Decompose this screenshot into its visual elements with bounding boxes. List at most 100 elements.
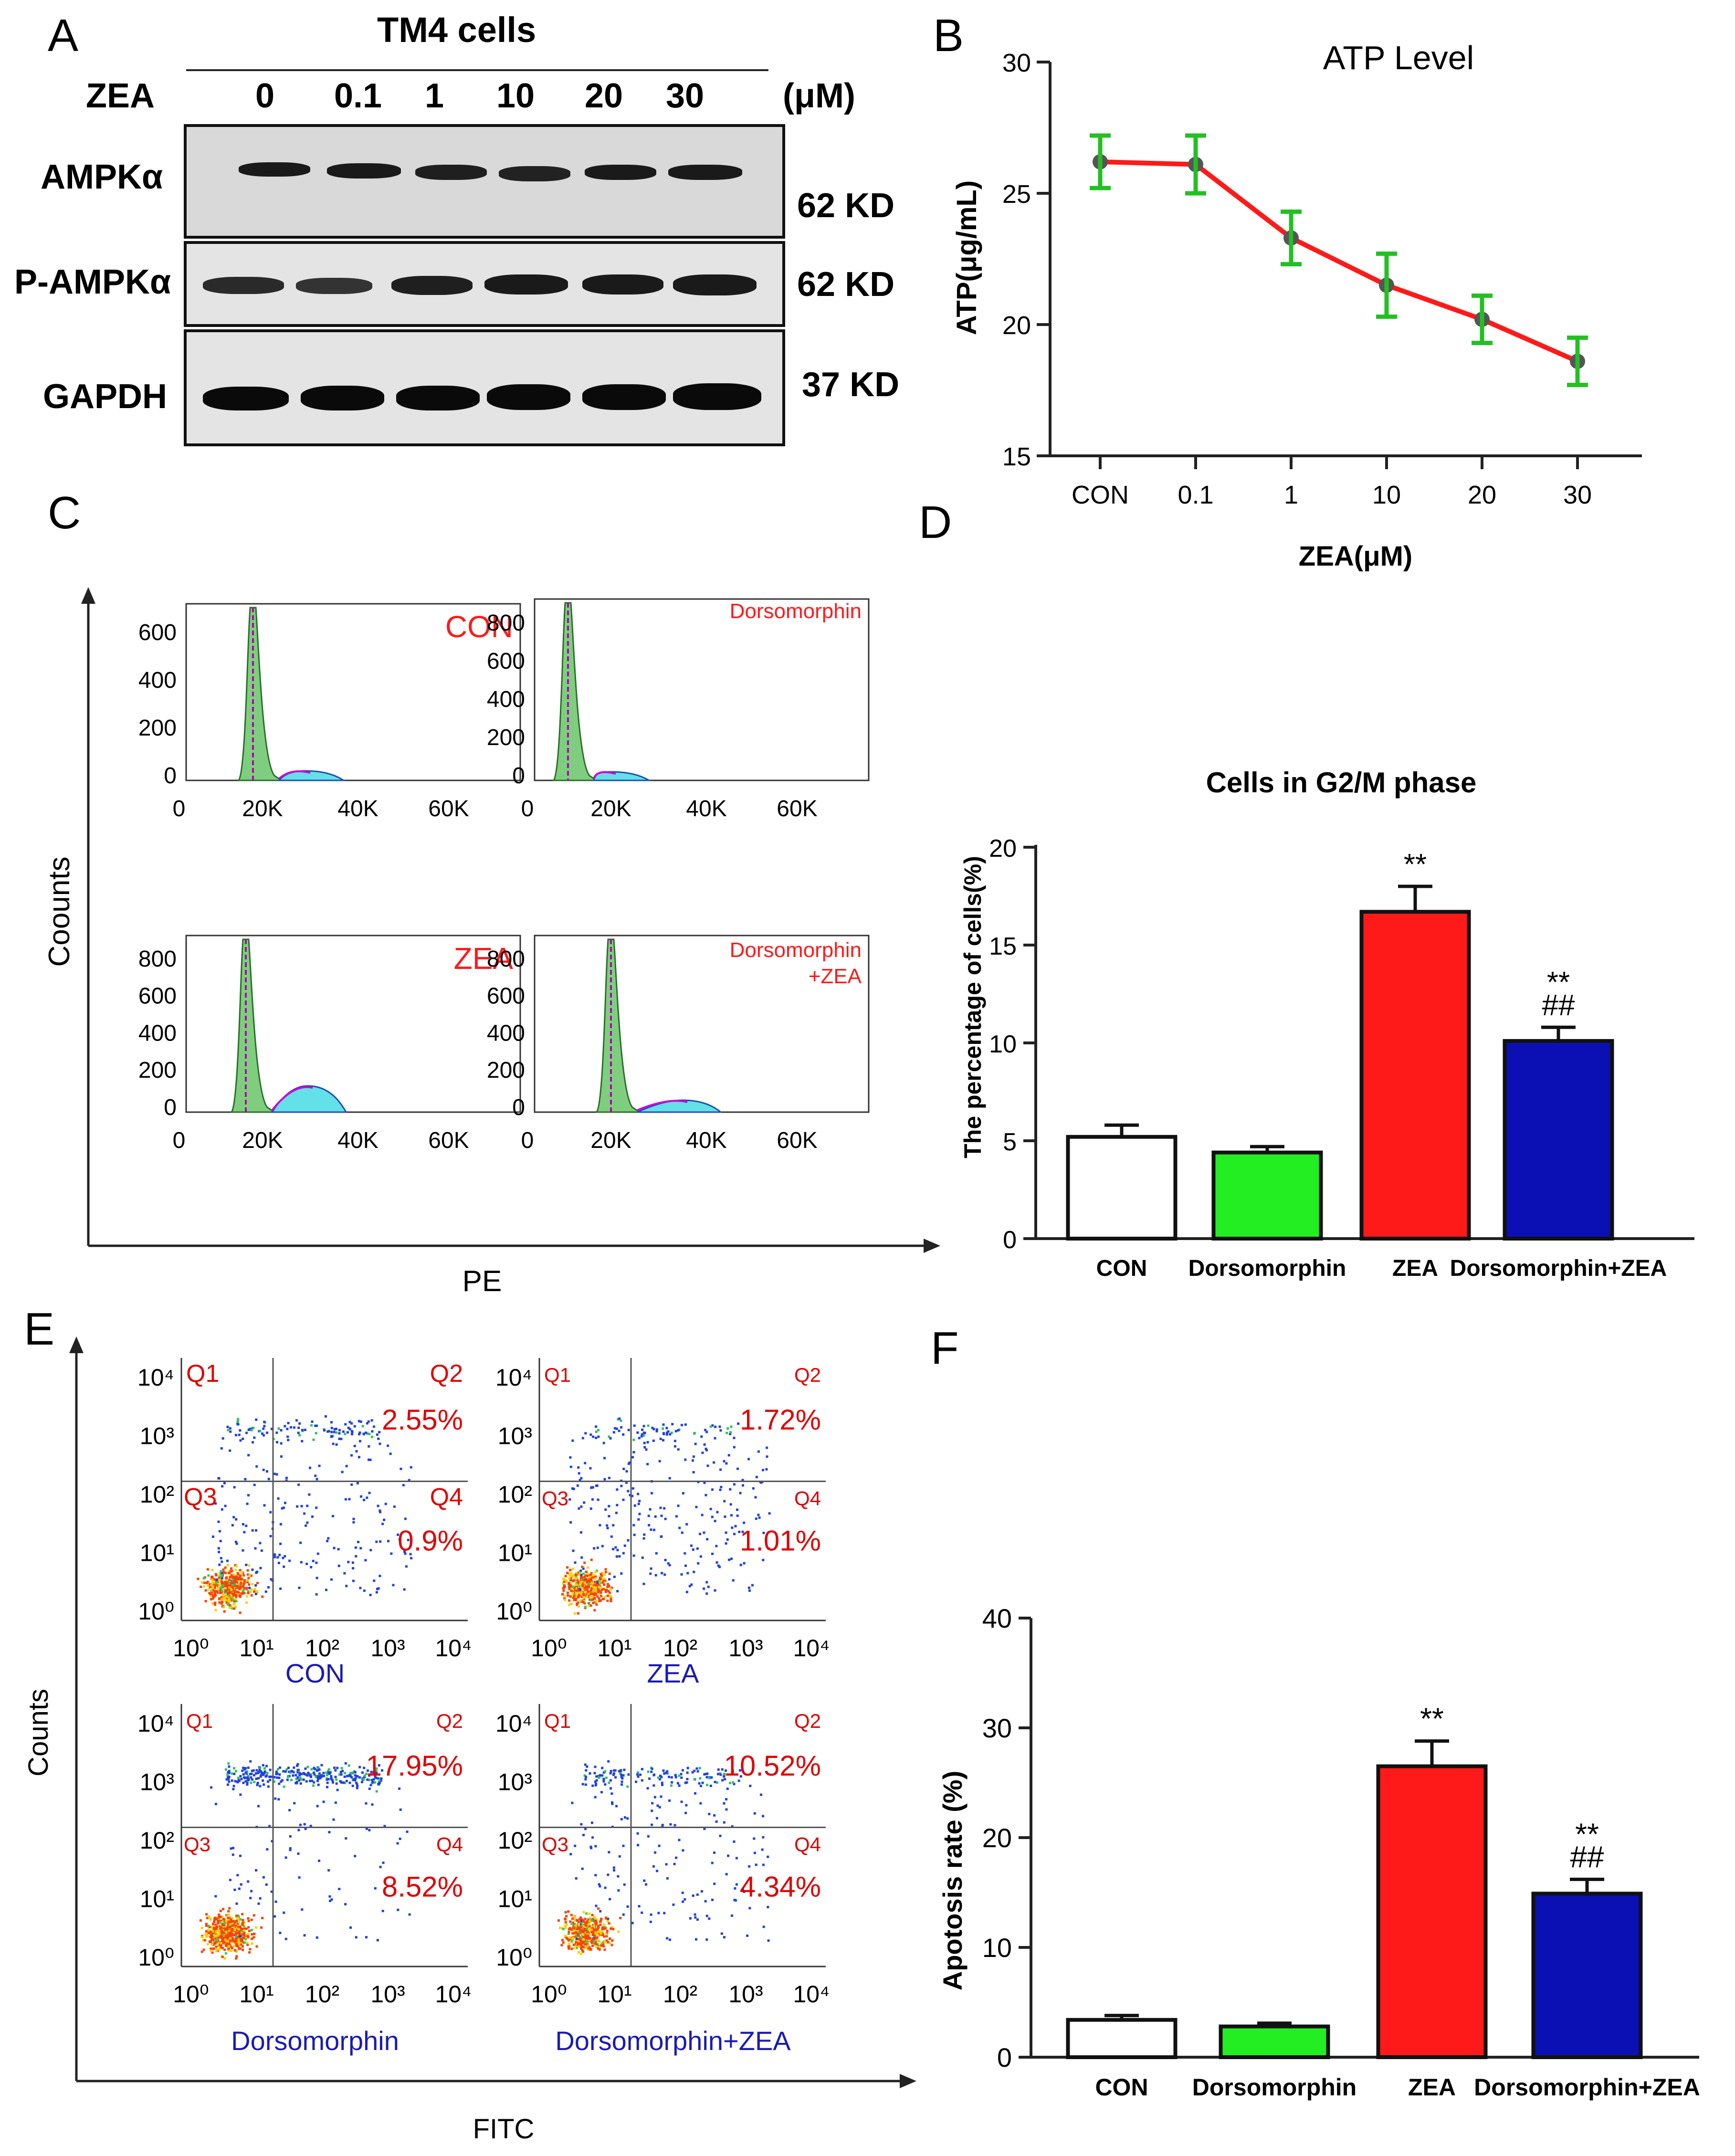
event-dot — [221, 1927, 223, 1930]
event-dot — [234, 1577, 237, 1579]
event-dot — [677, 1504, 680, 1507]
event-dot — [664, 1517, 667, 1520]
event-dot — [349, 1926, 352, 1929]
event-dot — [594, 1570, 597, 1573]
event-dot — [608, 1591, 611, 1594]
event-dot — [602, 1945, 605, 1948]
event-dot — [594, 1874, 597, 1877]
event-dot — [375, 1770, 378, 1773]
band-pampk-2 — [296, 278, 372, 294]
plot-x-tick-label: 10³ — [728, 1981, 763, 2008]
event-dot — [288, 1559, 291, 1562]
event-dot — [275, 1770, 278, 1773]
event-dot — [595, 1591, 598, 1594]
event-dot — [586, 1932, 589, 1935]
event-dot — [244, 1935, 247, 1938]
event-dot — [604, 1886, 607, 1889]
event-dot — [579, 1531, 582, 1534]
event-dot — [568, 1583, 570, 1586]
event-dot — [732, 1781, 735, 1784]
event-dot — [297, 1852, 300, 1855]
event-dot — [579, 1599, 582, 1602]
y-axis-label: ATP(μg/mL) — [951, 180, 982, 335]
event-dot — [714, 1780, 716, 1783]
event-dot — [615, 1805, 618, 1808]
event-dot — [226, 1425, 229, 1428]
event-dot — [659, 1438, 662, 1441]
x-category-label: Dorsomorphin+ZEA — [1474, 2074, 1700, 2101]
event-dot — [240, 1777, 243, 1780]
event-dot — [636, 1771, 639, 1774]
blot-title-rule — [186, 69, 768, 71]
event-dot — [341, 1471, 344, 1473]
event-dot — [220, 1587, 222, 1589]
event-dot — [620, 1420, 622, 1422]
event-dot — [705, 1592, 708, 1595]
event-dot — [595, 1425, 598, 1428]
event-dot — [596, 1581, 599, 1584]
event-dot — [227, 1916, 230, 1919]
event-dot — [576, 1577, 578, 1579]
band-ampk-4 — [499, 166, 570, 181]
event-dot — [623, 1883, 626, 1886]
event-dot — [579, 1581, 582, 1584]
event-dot — [250, 1937, 253, 1940]
atp-line — [1100, 159, 1579, 364]
event-dot — [228, 1588, 231, 1590]
event-dot — [584, 1921, 587, 1924]
event-dot — [579, 1939, 582, 1942]
event-dot — [238, 1921, 241, 1924]
event-dot — [354, 1771, 357, 1774]
event-dot — [221, 1932, 223, 1935]
event-dot — [311, 1779, 314, 1782]
event-dot — [221, 1508, 223, 1511]
q4-label: Q4 — [794, 1487, 821, 1510]
event-dot — [582, 1946, 585, 1948]
event-dot — [595, 1779, 598, 1782]
event-dot — [674, 1776, 677, 1778]
event-dot — [573, 1612, 576, 1615]
event-dot — [613, 1576, 616, 1578]
event-dot — [216, 1590, 219, 1593]
event-dot — [575, 1877, 578, 1880]
event-dot — [264, 1590, 267, 1593]
event-dot — [709, 1785, 712, 1788]
event-dot — [603, 1478, 606, 1481]
event-dot — [235, 1575, 238, 1578]
q4-percentage: 4.34% — [740, 1871, 821, 1903]
event-dot — [354, 1774, 357, 1777]
event-dot — [572, 1921, 575, 1924]
event-dot — [585, 1595, 588, 1598]
event-dot — [599, 1920, 602, 1923]
event-dot — [758, 1516, 761, 1519]
event-dot — [298, 1876, 301, 1879]
event-dot — [221, 1956, 224, 1958]
blot-conc-3: 10 — [496, 77, 535, 115]
event-dot — [602, 1583, 605, 1586]
event-dot — [684, 1423, 687, 1426]
event-dot — [352, 1579, 355, 1582]
s-phase-curve — [637, 1100, 688, 1111]
event-dot — [363, 1589, 366, 1592]
event-dot — [599, 1932, 602, 1935]
event-dot — [576, 1946, 578, 1949]
event-dot — [213, 1587, 216, 1589]
event-dot — [568, 1945, 571, 1948]
event-dot — [328, 1900, 331, 1903]
event-dot — [714, 1520, 716, 1523]
event-dot — [315, 1561, 318, 1564]
event-dot — [604, 1770, 607, 1773]
event-dot — [588, 1598, 591, 1601]
event-dot — [711, 1515, 714, 1518]
event-dot — [645, 1448, 648, 1451]
event-dot — [705, 1448, 707, 1451]
event-dot — [250, 1772, 253, 1775]
event-dot — [580, 1591, 583, 1594]
event-dot — [365, 1936, 368, 1939]
event-dot — [590, 1587, 593, 1590]
event-dot — [400, 1467, 402, 1470]
plot-x-tick-label: 10⁰ — [173, 1635, 209, 1662]
hist-y-tick-label: 600 — [487, 649, 525, 674]
event-dot — [287, 1767, 290, 1769]
event-dot — [217, 1934, 220, 1937]
